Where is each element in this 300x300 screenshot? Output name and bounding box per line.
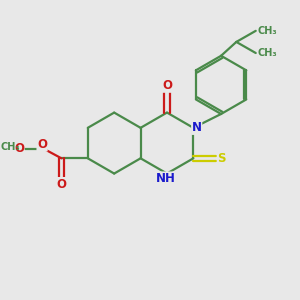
Text: CH₃: CH₃ — [257, 48, 277, 58]
Text: NH: NH — [156, 172, 176, 185]
Text: O: O — [56, 178, 67, 190]
Text: CH₃: CH₃ — [0, 142, 20, 152]
Text: O: O — [162, 79, 172, 92]
Text: N: N — [192, 121, 202, 134]
Text: S: S — [218, 152, 226, 165]
Text: CH₃: CH₃ — [257, 26, 277, 36]
Text: O: O — [37, 138, 47, 151]
Text: O: O — [14, 142, 24, 155]
